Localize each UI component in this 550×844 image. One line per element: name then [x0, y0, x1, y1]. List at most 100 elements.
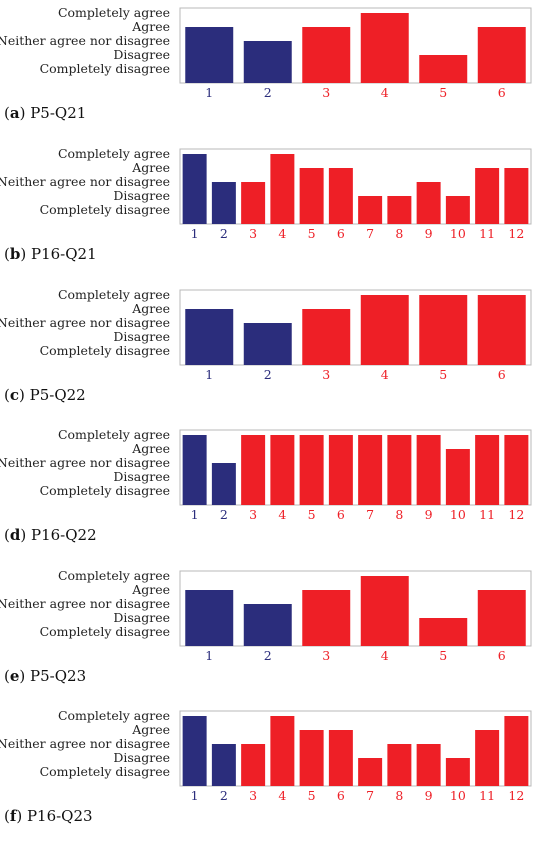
bar-1 — [185, 590, 234, 646]
bar-2 — [243, 604, 292, 646]
bar-3 — [302, 27, 351, 83]
x-tick-label: 1 — [205, 648, 213, 663]
y-tick-label: Neither agree nor disagree — [0, 33, 170, 48]
bar-2 — [211, 182, 236, 224]
panel-title: P16-Q21 — [30, 245, 97, 263]
bar-10 — [445, 758, 470, 786]
x-tick-label: 4 — [278, 226, 286, 241]
x-tick-label: 5 — [439, 367, 447, 382]
x-tick-label: 12 — [508, 226, 524, 241]
bar-6 — [328, 730, 353, 786]
y-tick-label: Neither agree nor disagree — [0, 736, 170, 751]
x-tick-label: 11 — [479, 226, 495, 241]
y-tick-label: Agree — [131, 160, 170, 175]
x-tick-label: 6 — [498, 648, 506, 663]
x-tick-label: 5 — [439, 648, 447, 663]
panel-caption: (d) P16-Q22 — [4, 526, 97, 544]
bar-9 — [416, 435, 441, 505]
x-tick-label: 1 — [191, 507, 199, 522]
bar-7 — [358, 435, 383, 505]
x-tick-label: 5 — [308, 788, 316, 803]
panel-title: P5-Q21 — [30, 104, 87, 122]
y-tick-label: Completely disagree — [40, 764, 170, 779]
bar-1 — [185, 309, 234, 365]
bar-6 — [477, 590, 526, 646]
panel-label: f — [9, 807, 17, 825]
panel-title: P5-Q23 — [30, 667, 87, 685]
x-tick-label: 7 — [366, 226, 374, 241]
bar-5 — [299, 435, 324, 505]
chart-panel-e: Completely agree Agree Neither agree nor d… — [0, 563, 550, 704]
x-tick-label: 8 — [395, 226, 403, 241]
x-tick-label: 5 — [308, 226, 316, 241]
y-tick-label: Neither agree nor disagree — [0, 174, 170, 189]
plot-frame — [179, 429, 532, 506]
x-tick-label: 4 — [381, 85, 389, 100]
y-tick-label: Agree — [131, 441, 170, 456]
x-tick-label: 4 — [381, 367, 389, 382]
y-tick-label: Neither agree nor disagree — [0, 455, 170, 470]
x-tick-label: 1 — [205, 85, 213, 100]
x-tick-label: 8 — [395, 788, 403, 803]
bar-3 — [241, 182, 266, 224]
x-tick-label: 4 — [278, 788, 286, 803]
y-tick-label: Completely disagree — [40, 483, 170, 498]
x-tick-label: 5 — [308, 507, 316, 522]
bar-4 — [270, 435, 295, 505]
x-tick-label: 2 — [264, 367, 272, 382]
bar-1 — [182, 716, 207, 786]
bar-1 — [185, 27, 234, 83]
panel-label: d — [9, 526, 21, 544]
y-tick-label: Disagree — [113, 469, 170, 484]
x-tick-label: 4 — [381, 648, 389, 663]
bar-4 — [270, 716, 295, 786]
plot-frame — [179, 289, 532, 366]
panel-caption: (f) P16-Q23 — [4, 807, 93, 825]
chart-panel-c: Completely agree Agree Neither agree nor d… — [0, 282, 550, 423]
chart-panel-d: Completely agree Agree Neither agree nor d… — [0, 422, 550, 563]
bar-6 — [477, 295, 526, 365]
x-tick-label: 10 — [450, 507, 466, 522]
x-tick-label: 3 — [322, 85, 330, 100]
plot-frame — [179, 7, 532, 84]
bar-9 — [416, 744, 441, 786]
bar-7 — [358, 758, 383, 786]
bar-1 — [182, 154, 207, 224]
bar-2 — [211, 463, 236, 505]
bar-5 — [419, 55, 468, 83]
bar-8 — [387, 196, 412, 224]
bar-9 — [416, 182, 441, 224]
bar-3 — [302, 309, 351, 365]
panel-caption: (a) P5-Q21 — [4, 104, 87, 122]
bar-6 — [328, 435, 353, 505]
plot-frame — [179, 710, 532, 787]
bar-6 — [328, 168, 353, 224]
x-tick-label: 3 — [322, 648, 330, 663]
x-tick-label: 2 — [220, 507, 228, 522]
y-tick-label: Disagree — [113, 329, 170, 344]
bar-11 — [475, 168, 500, 224]
x-tick-label: 6 — [337, 226, 345, 241]
x-tick-label: 6 — [498, 85, 506, 100]
bar-4 — [270, 154, 295, 224]
x-tick-label: 3 — [249, 507, 257, 522]
x-tick-label: 12 — [508, 788, 524, 803]
bar-7 — [358, 196, 383, 224]
bar-11 — [475, 435, 500, 505]
chart-panel-a: Completely agree Agree Neither agree nor d… — [0, 0, 550, 141]
x-tick-label: 2 — [220, 226, 228, 241]
bar-5 — [419, 295, 468, 365]
bar-3 — [241, 435, 266, 505]
y-tick-label: Completely disagree — [40, 202, 170, 217]
bar-12 — [504, 716, 529, 786]
x-tick-label: 8 — [395, 507, 403, 522]
x-tick-label: 4 — [278, 507, 286, 522]
y-tick-label: Agree — [131, 301, 170, 316]
x-tick-label: 7 — [366, 788, 374, 803]
y-tick-label: Completely agree — [58, 146, 170, 161]
panel-label: a — [9, 104, 20, 122]
